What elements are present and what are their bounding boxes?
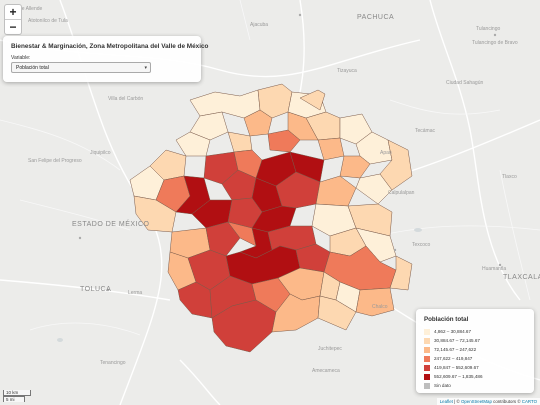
municipality	[317, 137, 345, 161]
municipality	[317, 295, 357, 331]
variable-select[interactable]: Población total ▾	[11, 62, 151, 73]
variable-panel: Bienestar & Marginación, Zona Metropolit…	[3, 36, 208, 82]
basemap-place-label: Huamantla	[482, 266, 507, 272]
municipality	[355, 287, 395, 317]
legend-swatch	[424, 364, 430, 371]
zoom-control: + −	[4, 4, 22, 35]
legend-item: 419,847 – 552,609.67	[424, 364, 479, 371]
basemap-place-label: Amecameca	[312, 368, 340, 374]
legend-swatch	[424, 328, 430, 335]
municipality	[205, 221, 241, 257]
legend-swatch	[424, 337, 430, 344]
basemap-place-label: Tulancingo de Bravo	[472, 40, 518, 46]
attribution-contrib: contributors ©	[491, 399, 522, 404]
basemap-place-label: Calpulalpan	[388, 190, 415, 196]
basemap-place-label: Chalco	[372, 304, 388, 310]
municipality	[189, 89, 261, 119]
scale-metric: 10 km	[3, 390, 31, 396]
municipality	[267, 129, 301, 153]
basemap-place-label: Tlaxco	[502, 174, 517, 180]
legend-label: 552,609.67 – 1,835,486	[434, 374, 483, 379]
attribution: Leaflet | © OpenStreetMap contributors ©…	[436, 398, 540, 405]
municipality-polygons	[129, 83, 413, 353]
basemap-place-label: TLAXCALA	[503, 274, 540, 281]
legend-label: 4,862 – 30,884.67	[434, 329, 472, 334]
basemap-place-label: Tula de Allende	[8, 6, 43, 12]
legend-item: Sin dato	[424, 382, 451, 389]
legend-swatch	[424, 373, 430, 380]
basemap-place-label: PACHUCA	[357, 14, 395, 21]
municipality	[339, 155, 371, 179]
variable-select-value: Población total	[16, 65, 49, 71]
panel-title: Bienestar & Marginación, Zona Metropolit…	[11, 43, 209, 50]
legend-item: 4,862 – 30,884.67	[424, 328, 471, 335]
chevron-down-icon: ▾	[144, 64, 147, 71]
basemap-place-label: Tenancingo	[100, 360, 126, 366]
municipality	[299, 89, 326, 111]
basemap-place-label: Atotonilco de Tula	[28, 18, 68, 24]
legend-label: Sin dato	[434, 383, 451, 388]
basemap-place-label: Apan	[380, 150, 392, 156]
legend: Población total 4,862 – 30,884.67 30,884…	[416, 309, 534, 393]
municipality	[389, 255, 413, 291]
municipality	[379, 139, 413, 191]
basemap-place-label: Juchitepec	[318, 346, 342, 352]
basemap-place-label: ESTADO DE MÉXICO	[72, 221, 150, 228]
municipality	[355, 227, 397, 263]
leaflet-link[interactable]: Leaflet	[439, 399, 453, 404]
scale-bar: 10 km 5 mi	[3, 390, 31, 402]
legend-swatch	[424, 382, 430, 389]
municipality	[175, 131, 211, 157]
basemap-place-label: Tulancingo	[476, 26, 501, 32]
basemap-place-label: Texcoco	[412, 242, 431, 248]
municipality	[287, 111, 319, 141]
legend-label: 30,884.67 – 72,145.67	[434, 338, 480, 343]
basemap-place-label: Villa del Carbón	[108, 96, 144, 102]
basemap-place-label: Ciudad Sahagún	[446, 80, 484, 86]
zoom-in-button[interactable]: +	[9, 5, 17, 19]
attribution-sep: | ©	[452, 399, 461, 404]
legend-item: 30,884.67 – 72,145.67	[424, 337, 480, 344]
legend-label: 247,622 – 419,847	[434, 356, 473, 361]
legend-swatch	[424, 355, 430, 362]
legend-item: 72,145.67 – 247,622	[424, 346, 476, 353]
legend-item: 552,609.67 – 1,835,486	[424, 373, 483, 380]
municipality	[189, 111, 229, 141]
municipality	[315, 175, 357, 207]
zoom-out-button[interactable]: −	[5, 19, 21, 34]
legend-title: Población total	[424, 316, 469, 323]
basemap-place-label: Jiquipilco	[90, 150, 111, 156]
scale-imperial: 5 mi	[3, 396, 25, 402]
municipality	[355, 173, 393, 205]
basemap-place-label: Tecámac	[415, 128, 436, 134]
basemap-place-label: Lerma	[128, 290, 143, 296]
basemap-water	[57, 228, 422, 342]
carto-link[interactable]: CARTO	[521, 399, 537, 404]
legend-item: 247,622 – 419,847	[424, 355, 472, 362]
basemap-place-label: Ajacuba	[250, 22, 269, 28]
legend-label: 72,145.67 – 247,622	[434, 347, 477, 352]
basemap-place-label: TOLUCA	[80, 286, 112, 293]
municipality	[227, 131, 253, 153]
variable-label: Variable:	[11, 55, 31, 61]
basemap-place-label: San Felipe del Progreso	[28, 158, 82, 164]
osm-link[interactable]: OpenStreetMap	[460, 399, 492, 404]
legend-swatch	[424, 346, 430, 353]
municipality	[347, 203, 393, 237]
municipality	[243, 109, 273, 137]
basemap-city-markers	[78, 13, 502, 292]
legend-label: 419,847 – 552,609.67	[434, 365, 479, 370]
basemap-place-label: Tizayuca	[337, 68, 357, 74]
